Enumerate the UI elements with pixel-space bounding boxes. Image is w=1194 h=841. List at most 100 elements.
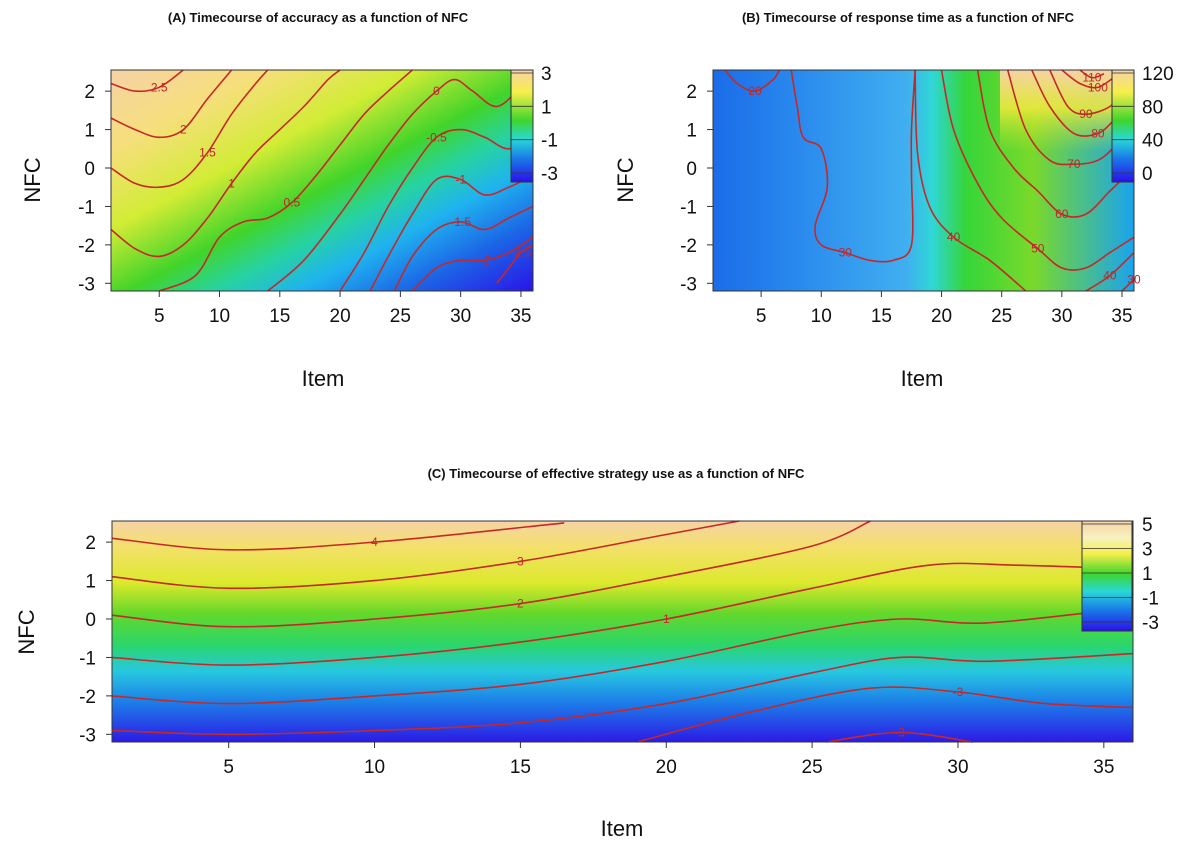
contour-line xyxy=(111,606,1134,705)
contour-label: -0.5 xyxy=(426,130,447,144)
y-tick-label: 1 xyxy=(686,121,697,142)
contours-c: 4 3 2 1 -3 -3 xyxy=(111,520,1134,743)
contour-label: 20 xyxy=(748,84,762,98)
legend-label: 1 xyxy=(541,97,552,118)
y-axis-c: 2 1 0 -1 -2 -3 xyxy=(79,533,112,746)
y-tick-label: -1 xyxy=(79,648,96,669)
panel-b-title: (B) Timecourse of response time as a fun… xyxy=(742,10,1075,25)
legend-label: 80 xyxy=(1142,97,1163,118)
x-tick-label: 15 xyxy=(871,306,892,327)
contour-line xyxy=(724,69,780,92)
contour-label: 2 xyxy=(517,597,524,611)
y-tick-label: 0 xyxy=(85,610,96,631)
contour-label: 1 xyxy=(663,612,670,626)
contour-line xyxy=(914,69,1027,292)
contour-label: 1 xyxy=(228,176,235,190)
contours-a: 2.5 2 1.5 1 0.5 0 -0.5 -1 -1.5 -2 -2.5 xyxy=(110,69,534,292)
contour-label: -1.5 xyxy=(450,215,471,229)
x-axis-a: 5 10 15 20 25 30 35 xyxy=(154,291,532,327)
legend-label: 40 xyxy=(1142,131,1163,152)
contour-label: 90 xyxy=(1079,107,1093,121)
contour-label: 30 xyxy=(839,246,853,260)
contour-label: 110 xyxy=(1082,71,1101,85)
x-axis-b: 5 10 15 20 25 30 35 xyxy=(756,291,1133,327)
contour-label: 70 xyxy=(1067,157,1081,171)
contour-line xyxy=(940,69,1135,271)
panel-response-time: (B) Timecourse of response time as a fun… xyxy=(613,10,1174,391)
legend-label: -3 xyxy=(541,164,558,185)
contour-label: 100 xyxy=(1088,80,1108,94)
contour-label: 50 xyxy=(1031,242,1045,256)
x-axis-title-b: Item xyxy=(901,366,944,391)
contour-line xyxy=(1079,69,1105,79)
contour-line xyxy=(339,128,534,292)
contour-line xyxy=(976,69,1135,218)
contour-label: 0 xyxy=(433,84,440,98)
y-tick-label: 1 xyxy=(84,121,95,142)
contour-line xyxy=(411,236,534,292)
contour-line xyxy=(111,652,1134,736)
y-tick-label: -2 xyxy=(78,236,95,257)
y-axis-title-c: NFC xyxy=(14,609,39,654)
x-axis-title-c: Item xyxy=(601,816,644,841)
x-tick-label: 30 xyxy=(947,757,968,778)
x-tick-label: 30 xyxy=(450,306,471,327)
contour-label: 40 xyxy=(1103,269,1117,283)
contour-label: 3 xyxy=(517,554,524,568)
contour-line xyxy=(110,69,341,258)
contour-label: 60 xyxy=(1055,207,1069,221)
x-tick-label: 5 xyxy=(154,306,165,327)
contour-line xyxy=(110,69,233,139)
contour-label: 4 xyxy=(371,535,378,549)
contour-line xyxy=(267,78,534,292)
legend-c-colorbar xyxy=(1081,520,1133,632)
panel-c-title: (C) Timecourse of effective strategy use… xyxy=(428,466,805,481)
contour-line xyxy=(111,520,871,628)
contour-line xyxy=(110,69,184,93)
contour-line xyxy=(636,686,1134,743)
y-tick-label: 1 xyxy=(85,572,96,593)
x-tick-label: 35 xyxy=(1111,306,1132,327)
legend-label: -1 xyxy=(1142,589,1159,610)
contour-line xyxy=(369,174,534,292)
y-tick-label: -3 xyxy=(78,274,95,295)
contour-line xyxy=(1085,252,1135,292)
contour-line xyxy=(790,69,916,263)
y-tick-label: 0 xyxy=(84,159,95,180)
contour-line xyxy=(111,520,740,590)
plot-c-frame xyxy=(111,520,1134,743)
legend-label: -3 xyxy=(1142,613,1159,634)
y-tick-label: 2 xyxy=(85,533,96,554)
panel-a-title: (A) Timecourse of accuracy as a function… xyxy=(168,10,469,25)
y-tick-label: -1 xyxy=(680,197,697,218)
x-tick-label: 5 xyxy=(223,757,234,778)
x-tick-label: 20 xyxy=(330,306,351,327)
contour-label: -1 xyxy=(455,173,466,187)
contour-line xyxy=(1121,278,1135,292)
contour-label: -3 xyxy=(953,685,964,699)
x-tick-label: 15 xyxy=(510,757,531,778)
contour-label: -3 xyxy=(894,725,905,739)
legend-label: 1 xyxy=(1142,564,1153,585)
x-tick-label: 20 xyxy=(656,757,677,778)
x-tick-label: 25 xyxy=(991,306,1012,327)
y-tick-label: 0 xyxy=(686,159,697,180)
legend-a: 3 1 -1 -3 xyxy=(511,64,558,185)
y-tick-label: 2 xyxy=(686,82,697,103)
heatmap-c-field xyxy=(112,521,1133,742)
x-tick-label: 5 xyxy=(756,306,767,327)
panel-strategy-use: (C) Timecourse of effective strategy use… xyxy=(14,466,1159,841)
contour-line xyxy=(110,69,269,189)
legend-a-colorbar xyxy=(510,69,534,183)
y-tick-label: -2 xyxy=(79,687,96,708)
contour-line xyxy=(496,244,534,284)
legend-b-colorbar xyxy=(1111,69,1135,183)
legend-label: 120 xyxy=(1142,64,1174,85)
x-axis-title-a: Item xyxy=(302,366,345,391)
legend-label: 0 xyxy=(1142,164,1153,185)
heatmap-a-field xyxy=(111,70,533,291)
y-tick-label: -3 xyxy=(680,274,697,295)
legend-b: 120 80 40 0 xyxy=(1112,64,1174,185)
